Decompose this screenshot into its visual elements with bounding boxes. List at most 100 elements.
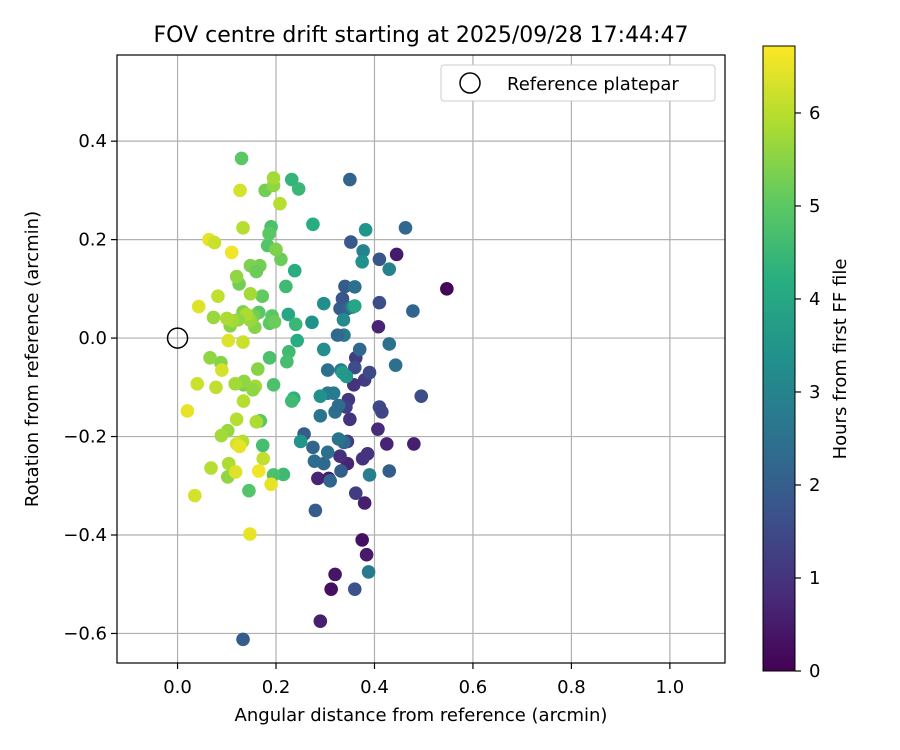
data-point: [267, 315, 282, 329]
data-point: [343, 412, 357, 427]
data-point: [255, 438, 270, 453]
colorbar-tick-label: 0: [809, 661, 820, 682]
data-point: [224, 245, 239, 260]
data-point: [228, 377, 242, 391]
data-point: [246, 382, 260, 397]
data-point: [362, 468, 377, 482]
y-tick-label: −0.2: [63, 427, 107, 448]
reference-platepar-marker: [166, 327, 189, 349]
data-point: [191, 299, 206, 314]
x-axis-label: Angular distance from reference (arcmin): [235, 705, 608, 726]
data-point: [347, 280, 362, 294]
data-point: [305, 315, 319, 330]
legend-box: [440, 64, 716, 102]
data-point: [382, 464, 397, 478]
data-point: [347, 582, 362, 596]
data-point: [407, 437, 421, 451]
data-point: [316, 296, 331, 311]
chart-title: FOV centre drift starting at 2025/09/28 …: [154, 23, 689, 48]
data-point: [234, 151, 249, 166]
data-point: [288, 317, 303, 332]
x-tick-label: 0.8: [557, 677, 586, 698]
data-point: [330, 328, 345, 342]
scatter-points: [180, 151, 454, 647]
data-point: [219, 311, 234, 326]
data-point: [324, 582, 338, 596]
colorbar-label: Hours from first FF file: [830, 259, 851, 460]
colorbar-tick-label: 6: [809, 103, 820, 124]
data-point: [266, 378, 281, 392]
data-point: [356, 244, 370, 258]
y-tick-label: −0.4: [63, 525, 107, 546]
data-point: [232, 439, 247, 454]
data-point: [313, 409, 328, 423]
data-point: [355, 254, 369, 269]
data-point: [320, 445, 335, 460]
x-tick-label: 0.4: [360, 677, 389, 698]
data-point: [214, 428, 229, 443]
y-tick-label: 0.2: [78, 230, 107, 251]
data-point: [371, 319, 386, 334]
colorbar-gradient: [762, 45, 796, 672]
colorbar-tick-label: 5: [809, 196, 820, 217]
data-point: [233, 183, 247, 198]
data-point: [382, 337, 397, 351]
data-point: [255, 289, 270, 304]
data-point: [203, 350, 217, 365]
x-tick-label: 0.6: [459, 677, 488, 698]
data-point: [352, 342, 367, 357]
data-point: [284, 172, 299, 187]
data-point: [249, 264, 264, 279]
data-point: [250, 362, 265, 376]
data-point: [269, 242, 283, 257]
data-point: [338, 279, 352, 294]
x-axis-ticks: 0.0 0.2 0.4 0.6 0.8 1.0: [163, 663, 684, 698]
colorbar-tick-label: 2: [809, 475, 820, 496]
data-point: [313, 614, 328, 628]
data-point: [339, 369, 354, 384]
data-point: [287, 263, 302, 278]
data-point: [388, 358, 403, 372]
data-point: [243, 527, 257, 541]
colorbar-ticks: 0 1 2 3 4 5 6: [795, 103, 820, 682]
data-point: [331, 432, 346, 446]
data-point: [262, 350, 277, 365]
data-point: [236, 632, 250, 647]
data-point: [320, 363, 335, 377]
data-point: [251, 464, 266, 478]
data-point: [249, 414, 264, 429]
data-point: [328, 567, 342, 582]
data-point: [313, 389, 328, 403]
data-point: [347, 360, 362, 375]
data-point: [359, 547, 374, 562]
data-point: [343, 172, 357, 187]
x-tick-label: 0.0: [163, 677, 192, 698]
data-point: [361, 565, 376, 579]
data-point: [273, 196, 287, 211]
data-point: [236, 221, 250, 235]
data-point: [266, 171, 281, 185]
data-point: [398, 221, 413, 235]
data-point: [406, 304, 420, 318]
y-axis-label: Rotation from reference (arcmin): [22, 211, 43, 507]
data-point: [311, 471, 325, 486]
data-point: [334, 464, 348, 478]
data-point: [262, 226, 276, 241]
y-axis-ticks: −0.6 −0.4 −0.2 0.0 0.2 0.4: [63, 131, 117, 644]
colorbar-tick-label: 4: [809, 289, 820, 310]
data-point: [264, 477, 278, 492]
plot-frame: [116, 54, 726, 664]
data-point: [355, 533, 369, 547]
data-point: [308, 503, 323, 518]
data-point: [348, 486, 363, 500]
data-point: [362, 365, 377, 380]
data-point: [293, 434, 308, 449]
data-point: [323, 474, 337, 488]
data-point: [336, 313, 351, 327]
data-point: [414, 389, 429, 403]
data-point: [221, 333, 236, 348]
y-tick-label: 0.4: [78, 131, 107, 152]
data-point: [326, 386, 341, 401]
